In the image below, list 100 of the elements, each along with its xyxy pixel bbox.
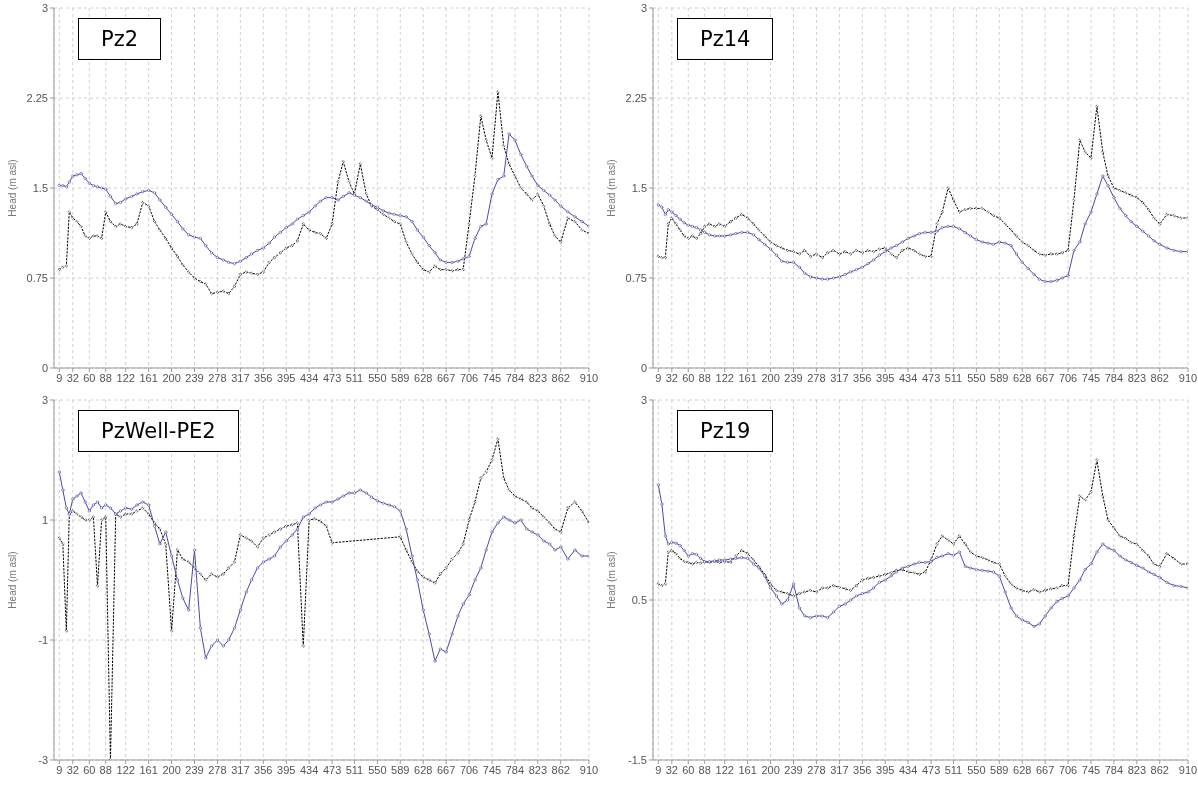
x-tick-label: 161 bbox=[738, 371, 757, 384]
x-tick-label: 122 bbox=[116, 763, 135, 776]
x-tick-label: 9 bbox=[56, 371, 63, 384]
x-tick-label: 589 bbox=[391, 763, 410, 776]
x-tick-label: 434 bbox=[299, 371, 319, 384]
x-tick-label: 317 bbox=[231, 371, 250, 384]
x-tick-label: 473 bbox=[322, 763, 342, 776]
text: PzWell-PE2 bbox=[78, 410, 239, 452]
x-tick-label: 823 bbox=[1127, 763, 1147, 776]
x-tick-label: 550 bbox=[368, 763, 387, 776]
x-tick-label: 200 bbox=[162, 763, 181, 776]
text: Pz2 bbox=[78, 18, 162, 60]
x-tick-label: 745 bbox=[482, 371, 502, 384]
x-tick-label: 667 bbox=[1035, 371, 1055, 384]
x-tick-label: 60 bbox=[682, 763, 695, 776]
x-tick-label: 706 bbox=[459, 371, 479, 384]
x-tick-label: 200 bbox=[761, 763, 780, 776]
x-tick-label: 161 bbox=[139, 371, 158, 384]
y-tick-label: 0.5 bbox=[631, 593, 647, 606]
x-tick-label: 88 bbox=[99, 763, 112, 776]
x-tick-label: 32 bbox=[66, 763, 79, 776]
x-tick-label: 745 bbox=[1081, 763, 1101, 776]
x-tick-label: 706 bbox=[459, 763, 479, 776]
y-tick-label: 3 bbox=[640, 393, 647, 406]
x-tick-label: 239 bbox=[784, 763, 803, 776]
x-tick-label: 161 bbox=[738, 763, 757, 776]
x-tick-label: 434 bbox=[299, 763, 319, 776]
x-tick-label: 784 bbox=[1104, 763, 1124, 776]
x-tick-label: 784 bbox=[505, 763, 525, 776]
x-tick-label: 667 bbox=[1035, 763, 1055, 776]
x-tick-label: 434 bbox=[898, 763, 918, 776]
x-tick-label: 745 bbox=[482, 763, 502, 776]
x-tick-label: 706 bbox=[1058, 371, 1078, 384]
x-tick-label: 628 bbox=[1013, 763, 1032, 776]
y-tick-label: 3 bbox=[640, 1, 647, 14]
x-tick-label: 862 bbox=[1150, 371, 1169, 384]
y-tick-label: -3 bbox=[38, 753, 48, 766]
x-tick-label: 910 bbox=[579, 371, 599, 384]
x-tick-label: 9 bbox=[655, 763, 662, 776]
x-tick-label: 88 bbox=[698, 371, 711, 384]
x-tick-label: 32 bbox=[665, 763, 678, 776]
x-tick-label: 356 bbox=[853, 371, 872, 384]
x-tick-label: 823 bbox=[1127, 371, 1147, 384]
x-tick-label: 550 bbox=[368, 371, 387, 384]
x-tick-label: 511 bbox=[345, 371, 364, 384]
y-tick-label: 3 bbox=[41, 1, 48, 14]
x-tick-label: 910 bbox=[579, 763, 599, 776]
y-axis-title: Head (m asl) bbox=[605, 551, 617, 609]
x-tick-label: 628 bbox=[1013, 371, 1032, 384]
x-tick-label: 511 bbox=[944, 763, 963, 776]
x-tick-label: 317 bbox=[830, 371, 849, 384]
x-tick-label: 589 bbox=[990, 763, 1009, 776]
x-tick-label: 862 bbox=[551, 371, 570, 384]
x-tick-label: 395 bbox=[876, 371, 895, 384]
x-tick-label: 395 bbox=[277, 371, 296, 384]
x-tick-label: 278 bbox=[807, 763, 826, 776]
x-tick-label: 88 bbox=[99, 371, 112, 384]
y-tick-label: 0.75 bbox=[625, 271, 647, 284]
y-tick-label: 0 bbox=[640, 361, 647, 374]
x-tick-label: 60 bbox=[83, 763, 96, 776]
y-tick-label: 1.5 bbox=[631, 181, 647, 194]
y-tick-label: 1.5 bbox=[32, 181, 48, 194]
x-tick-label: 628 bbox=[414, 763, 433, 776]
x-tick-label: 60 bbox=[83, 371, 96, 384]
x-tick-label: 60 bbox=[682, 371, 695, 384]
x-tick-label: 745 bbox=[1081, 371, 1101, 384]
text: Pz14 bbox=[677, 18, 774, 60]
x-tick-label: 910 bbox=[1178, 371, 1198, 384]
x-tick-label: 862 bbox=[551, 763, 570, 776]
x-tick-label: 32 bbox=[66, 371, 79, 384]
x-tick-label: 239 bbox=[784, 371, 803, 384]
x-tick-label: 511 bbox=[944, 371, 963, 384]
x-tick-label: 239 bbox=[185, 763, 204, 776]
x-tick-label: 667 bbox=[436, 371, 456, 384]
y-tick-label: 0 bbox=[41, 361, 48, 374]
x-tick-label: 550 bbox=[967, 763, 986, 776]
x-tick-label: 706 bbox=[1058, 763, 1078, 776]
x-tick-label: 473 bbox=[322, 371, 342, 384]
y-tick-label: 3 bbox=[41, 393, 48, 406]
x-tick-label: 395 bbox=[277, 763, 296, 776]
x-tick-label: 200 bbox=[761, 371, 780, 384]
x-tick-label: 589 bbox=[990, 371, 1009, 384]
y-tick-label: -1.5 bbox=[628, 753, 647, 766]
x-tick-label: 9 bbox=[56, 763, 63, 776]
x-tick-label: 667 bbox=[436, 763, 456, 776]
x-tick-label: 122 bbox=[715, 763, 734, 776]
x-tick-label: 823 bbox=[528, 371, 548, 384]
y-tick-label: -1 bbox=[38, 633, 48, 646]
x-tick-label: 317 bbox=[231, 763, 250, 776]
y-axis-title: Head (m asl) bbox=[605, 159, 617, 217]
y-axis-title: Head (m asl) bbox=[6, 551, 18, 609]
x-tick-label: 473 bbox=[921, 371, 941, 384]
x-tick-label: 356 bbox=[853, 763, 872, 776]
x-tick-label: 200 bbox=[162, 371, 181, 384]
x-tick-label: 32 bbox=[665, 371, 678, 384]
y-tick-label: 0.75 bbox=[26, 271, 48, 284]
x-tick-label: 88 bbox=[698, 763, 711, 776]
y-tick-label: 2.25 bbox=[625, 91, 647, 104]
y-tick-label: 2.25 bbox=[26, 91, 48, 104]
x-tick-label: 278 bbox=[208, 763, 227, 776]
